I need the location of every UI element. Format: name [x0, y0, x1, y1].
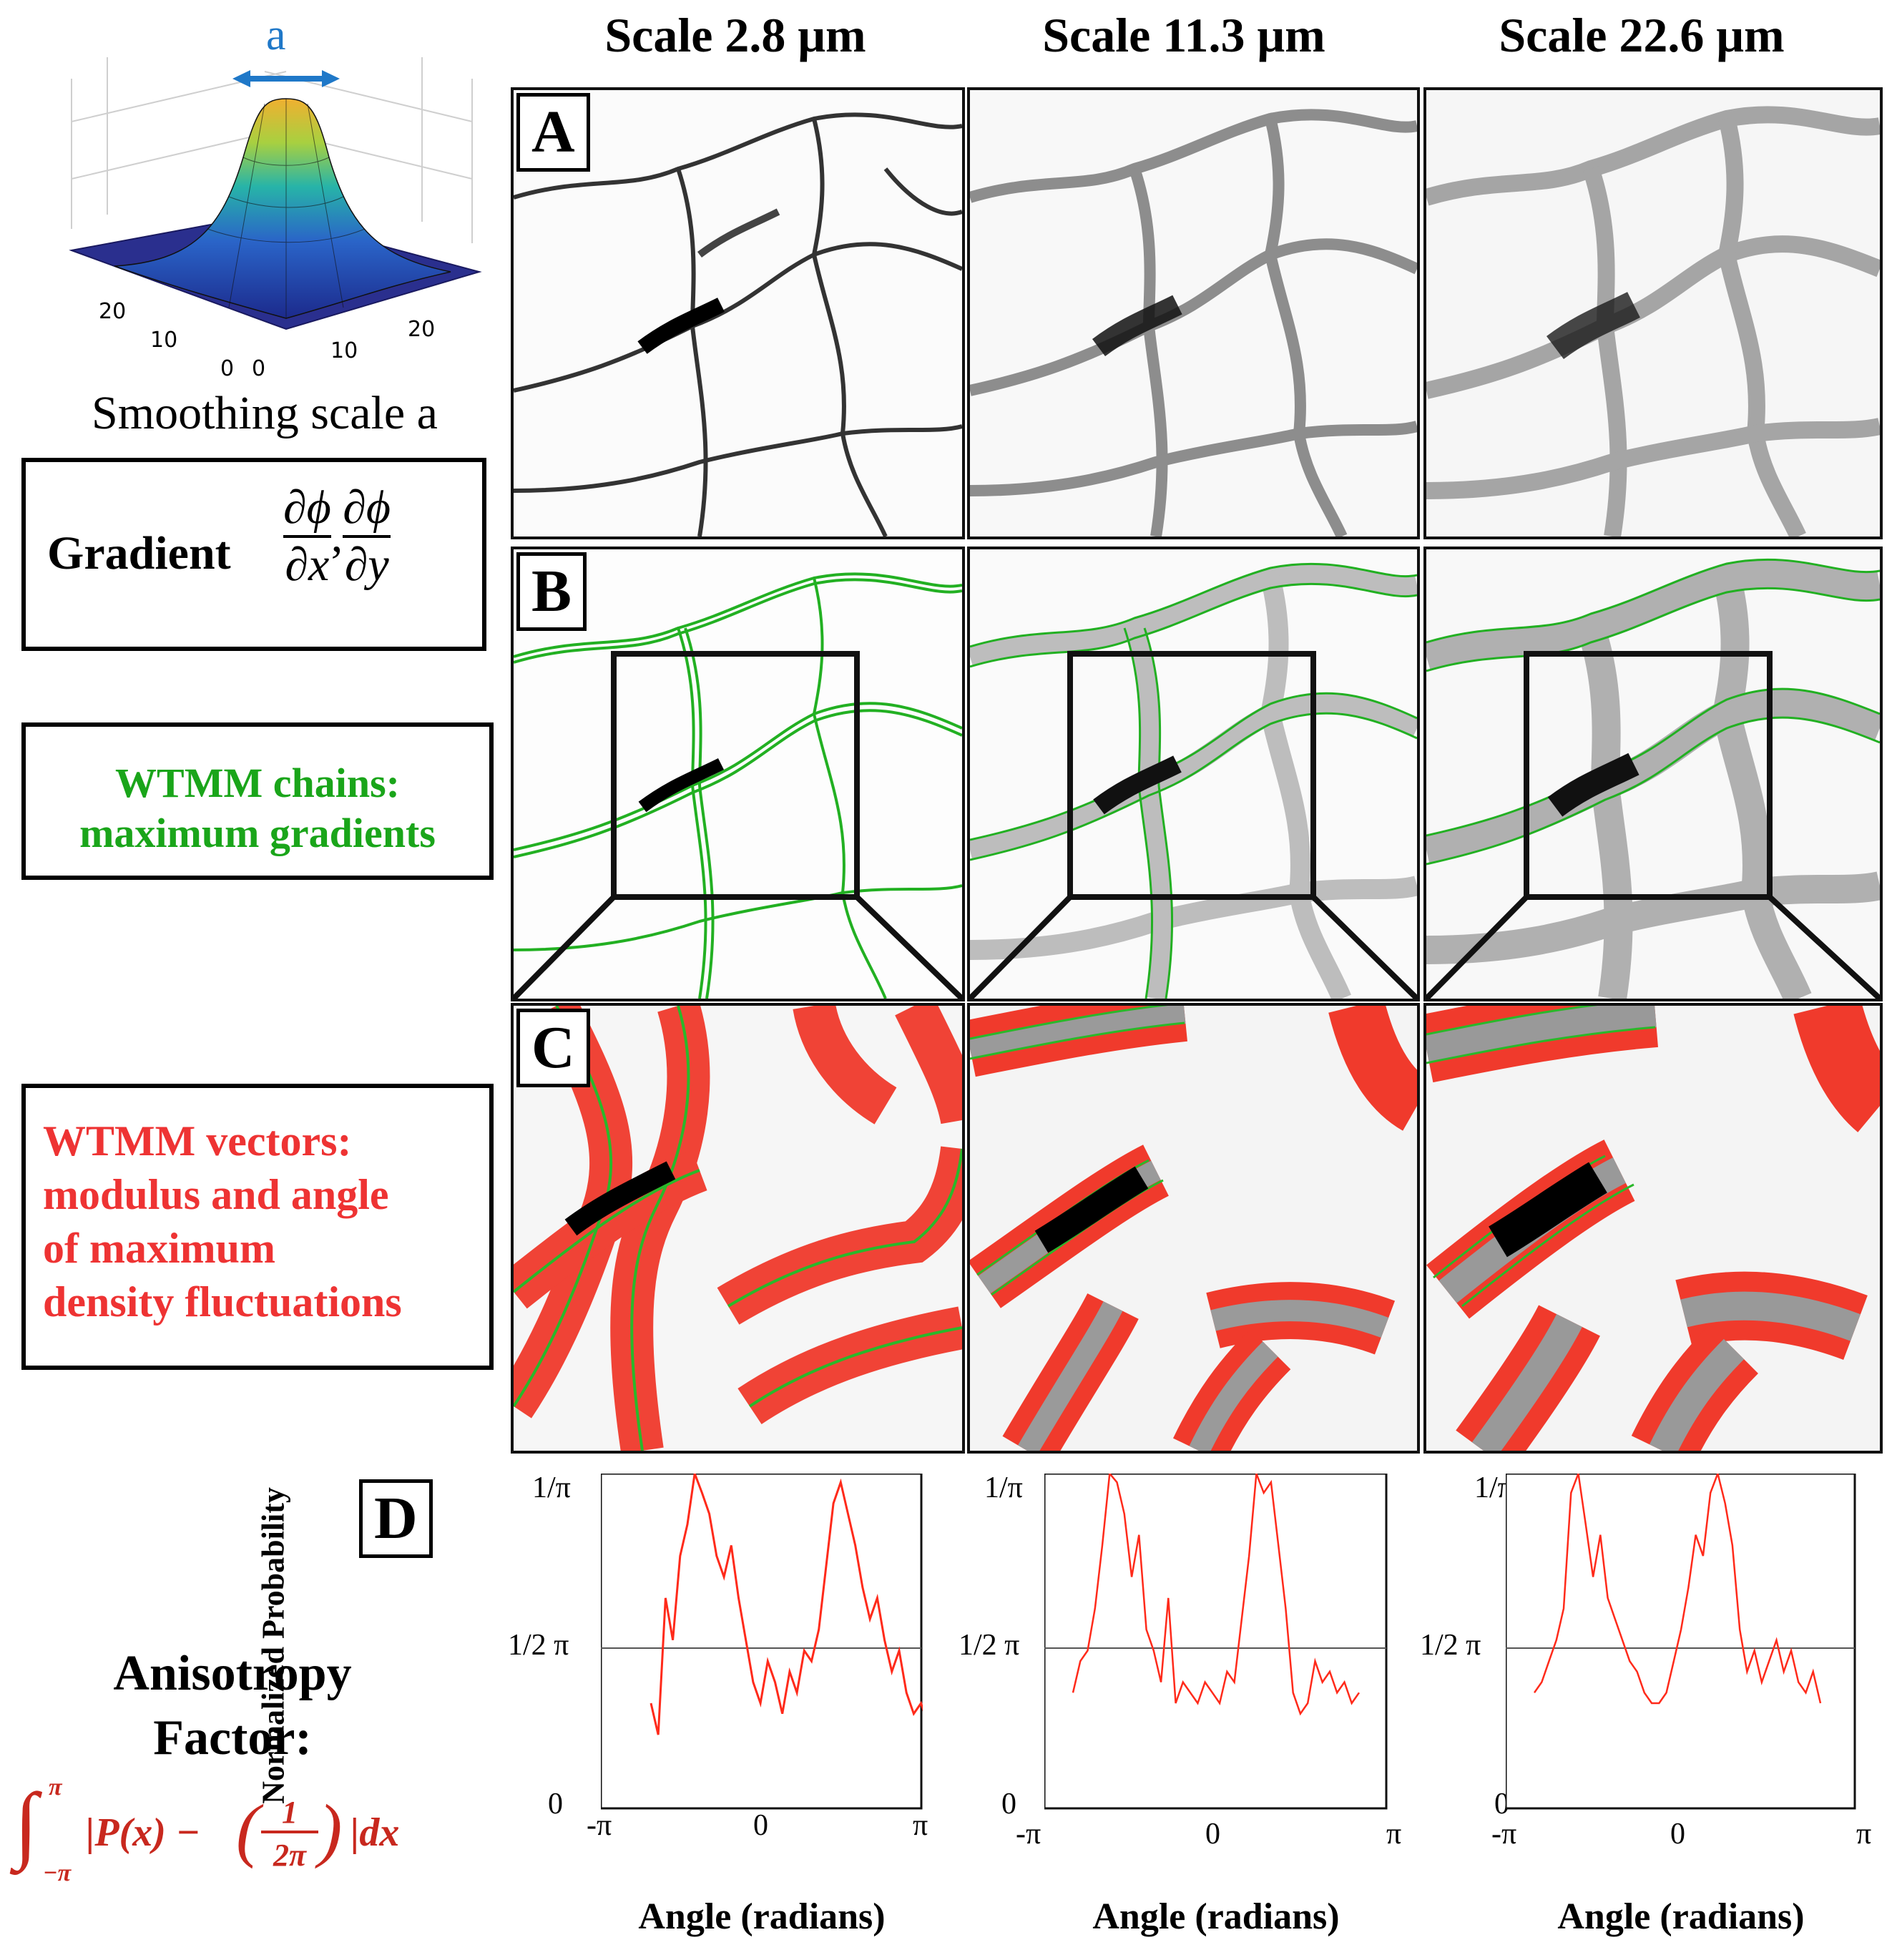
gaussian-kernel-figure: 20 10 0 0 10 20 a — [50, 11, 494, 386]
xtick-pi: π — [1386, 1818, 1402, 1851]
series-line — [1072, 1474, 1361, 1716]
panel-B-scale-2 — [967, 547, 1420, 1001]
cell-image-blur-medium — [970, 90, 1417, 536]
gradient-box: Gradient ∂ϕ ∂x , ∂ϕ ∂y — [21, 458, 486, 651]
xtick-neg-pi: -π — [587, 1809, 612, 1842]
smoothing-caption: Smoothing scale a — [92, 387, 438, 439]
x-axis-label: Angle (radians) — [1092, 1896, 1340, 1937]
gauss-tick-10-left: 10 — [150, 328, 177, 353]
anisotropy-title-2: Factor: — [153, 1710, 312, 1765]
wtmm-vectors-image — [1426, 1006, 1880, 1451]
x-axis-label: Angle (radians) — [1557, 1896, 1805, 1937]
row-label-B: B — [516, 552, 587, 631]
ytick-zero: 0 — [548, 1788, 563, 1821]
cell-image-blur-strong — [1426, 90, 1880, 536]
cell-image-sharp — [514, 90, 962, 536]
smoothing-scale-symbol: a — [266, 11, 286, 59]
chart-3-svg — [1506, 1474, 1856, 1810]
vectors-line-2: modulus and angle — [43, 1171, 389, 1218]
vectors-line-4: density fluctuations — [43, 1278, 402, 1326]
wtmm-vectors-image — [970, 1006, 1417, 1451]
gaussian-surface-plot: 20 10 0 0 10 20 — [69, 57, 482, 381]
gradient-title: Gradient — [47, 527, 231, 579]
xtick-zero: 0 — [1205, 1818, 1220, 1851]
anisotropy-formula: ∫ π −π |P(x) − ( 1 2π ) |dx — [14, 1774, 400, 1886]
series-line — [1533, 1474, 1822, 1705]
ytick-top: 1/π — [984, 1471, 1023, 1504]
plot-3: 1/π 1/2 π 0 -π 0 π Angle (radians) — [1420, 1466, 1878, 1960]
xtick-zero: 0 — [753, 1809, 768, 1842]
ytick-mid: 1/2 π — [959, 1629, 1020, 1662]
x-axis-label: Angle (radians) — [638, 1896, 886, 1937]
column-header-3: Scale 22.6 μm — [1499, 8, 1785, 62]
panel-A-scale-3 — [1423, 87, 1883, 539]
chart-1-svg — [601, 1474, 923, 1810]
ytick-top: 1/π — [532, 1471, 571, 1504]
panel-B-scale-1: B — [511, 547, 965, 1001]
row-label-C: C — [516, 1009, 590, 1087]
ytick-mid: 1/2 π — [508, 1629, 569, 1662]
vectors-line-3: of maximum — [43, 1225, 275, 1272]
chart-2-svg — [1044, 1474, 1388, 1810]
gauss-tick-20-left: 20 — [99, 299, 126, 324]
panel-C-scale-3 — [1423, 1003, 1883, 1454]
panel-B-scale-3 — [1423, 547, 1883, 1001]
xtick-neg-pi: -π — [1491, 1818, 1517, 1851]
chains-line-2: maximum gradients — [79, 810, 436, 856]
column-header-1: Scale 2.8 μm — [604, 8, 866, 62]
panel-A-scale-2 — [967, 87, 1420, 539]
plot-1: 1/π 1/2 π 0 -π 0 π Angle (radians) — [508, 1466, 951, 1960]
gauss-tick-10-right: 10 — [330, 338, 358, 363]
wtmm-chains-image — [514, 549, 962, 999]
gradient-formula: ∂ϕ ∂x , ∂ϕ ∂y — [283, 481, 391, 591]
gauss-tick-0-left: 0 — [220, 356, 234, 381]
series-line — [650, 1474, 923, 1735]
anisotropy-title-1: Anisotropy — [113, 1646, 352, 1701]
wtmm-chains-image — [970, 549, 1417, 999]
xtick-zero: 0 — [1670, 1818, 1685, 1851]
y-axis-label: Normalized Probability — [255, 1487, 291, 1804]
panel-C-scale-1: C — [511, 1003, 965, 1454]
gauss-tick-20-right: 20 — [408, 317, 435, 342]
plot-2: 1/π 1/2 π 0 -π 0 π Angle (radians) — [959, 1466, 1416, 1960]
panel-A-scale-1: A — [511, 87, 965, 539]
row-label-D: D — [359, 1479, 433, 1558]
panel-C-scale-2 — [967, 1003, 1420, 1454]
xtick-pi: π — [913, 1809, 928, 1842]
wtmm-chains-box: WTMM chains: maximum gradients — [21, 722, 494, 880]
xtick-pi: π — [1856, 1818, 1872, 1851]
vectors-line-1: WTMM vectors: — [43, 1117, 352, 1165]
xtick-neg-pi: -π — [1016, 1818, 1041, 1851]
ytick-zero: 0 — [1001, 1788, 1016, 1821]
chains-line-1: WTMM chains: — [115, 760, 400, 806]
wtmm-chains-image — [1426, 549, 1880, 999]
wtmm-vectors-image — [514, 1006, 962, 1451]
gauss-tick-0-right: 0 — [252, 356, 265, 381]
ytick-mid: 1/2 π — [1420, 1629, 1481, 1662]
column-header-2: Scale 11.3 μm — [1042, 8, 1325, 62]
row-label-A: A — [516, 93, 590, 172]
wtmm-vectors-box: WTMM vectors: modulus and angle of maxim… — [21, 1084, 494, 1370]
